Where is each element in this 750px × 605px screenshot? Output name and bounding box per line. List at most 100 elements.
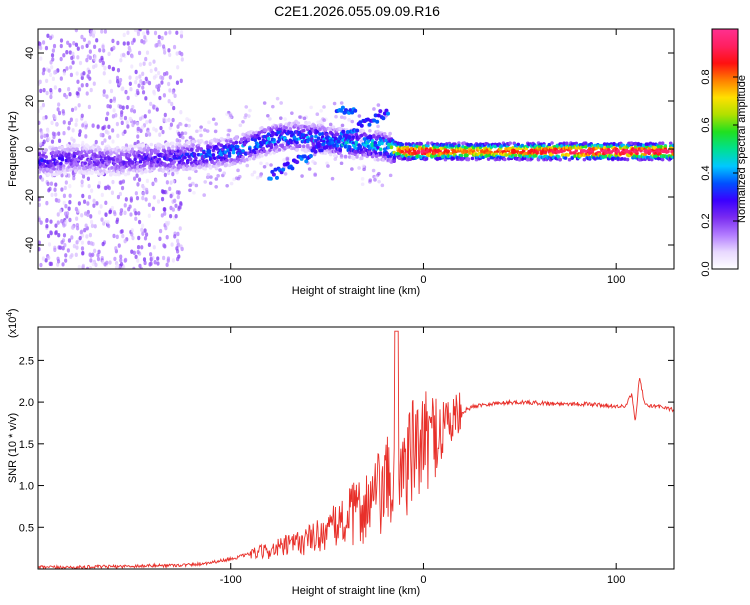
spectrogram-cell (123, 129, 127, 135)
spectrogram-cell (95, 201, 99, 206)
spectrogram-cell (59, 56, 63, 62)
spectrogram-cell (119, 258, 123, 263)
snr-xtick-label: 0 (420, 574, 426, 586)
spectrogram-ridge-cell (358, 144, 363, 149)
spectrogram-cell (109, 98, 113, 104)
spectrogram-ridge-cell (167, 142, 171, 147)
spectrogram-cell (169, 193, 173, 199)
spectrogram-cell (77, 264, 81, 269)
spectrogram-cell (67, 87, 71, 92)
spectrogram-ridge-cell (254, 130, 259, 135)
spectrogram-cell (80, 240, 85, 245)
spectrogram-ridge-cell (63, 147, 67, 152)
spectrogram-cell (315, 112, 320, 116)
spectrogram-cell (50, 53, 55, 58)
spectrogram-cell (152, 195, 156, 200)
spectrogram-cell (87, 40, 91, 45)
spectrogram-cell (75, 71, 79, 76)
spectrogram-ridge-cell (277, 138, 282, 142)
spectrogram-ridge-cell (239, 137, 244, 142)
spectrogram-cell (74, 252, 78, 258)
spectrogram-ridge-cell (216, 161, 221, 166)
spectrogram-cell (350, 119, 355, 124)
spectrogram-branch-cell (367, 122, 372, 127)
spectrogram-cell (141, 223, 145, 228)
spectrogram-cell (42, 139, 46, 144)
spectrogram-ridge-cell (137, 153, 141, 158)
spectrogram-branch-cell (332, 143, 337, 148)
spectrogram-ridge-cell (219, 143, 224, 148)
spectrogram-cell (169, 122, 173, 127)
spectrogram-cell (57, 138, 62, 144)
spectrogram-ridge-cell (408, 143, 413, 147)
spectrogram-ridge-cell (145, 161, 150, 166)
snr-xlabel: Height of straight line (km) (292, 585, 420, 597)
spectrogram-ridge-cell (656, 144, 661, 149)
spectrogram-cell (54, 182, 58, 187)
spectrogram-ridge-cell (253, 138, 258, 142)
spectrogram-cell (62, 193, 67, 199)
spectrogram-ridge-cell (388, 131, 392, 136)
spectrogram-cell (111, 114, 115, 119)
spectrogram-ridge-cell (45, 167, 50, 171)
spectrogram-ridge-cell (79, 169, 83, 174)
spectrogram-cell (109, 88, 114, 94)
spectrogram-ridge-cell (385, 152, 390, 156)
spectrogram-cell (278, 116, 283, 120)
spectrogram-cell (198, 128, 203, 133)
spectrogram-ridge-cell (149, 160, 154, 165)
spectrogram-cell (75, 226, 80, 231)
spectrogram-ridge-cell (671, 148, 674, 153)
spectrogram-ridge-cell (131, 168, 136, 173)
spectrogram-cell (118, 265, 122, 269)
spectrogram-cell (161, 129, 165, 135)
spectrogram-cell (122, 41, 126, 46)
spectrogram-ytick-label: -20 (24, 189, 36, 205)
spectrogram-cell (111, 38, 115, 44)
spectrogram-branch-cell (313, 149, 318, 154)
spectrogram-ridge-cell (470, 156, 475, 161)
spectrogram-cell (92, 81, 96, 86)
spectrogram-cell (57, 110, 62, 116)
spectrogram-ridge-cell (59, 161, 63, 166)
spectrogram-ridge-cell (478, 143, 483, 147)
spectrogram-cell (107, 223, 111, 229)
spectrogram-cell (93, 224, 97, 229)
snr-multiplier-exp: 4 (5, 312, 14, 317)
spectrogram-ridge-cell (233, 158, 237, 163)
spectrogram-cell (93, 44, 97, 50)
spectrogram-cell (162, 243, 166, 248)
spectrogram-cell (131, 104, 135, 110)
spectrogram-cell (302, 116, 307, 121)
spectrogram-cell (159, 228, 163, 234)
spectrogram-cell (154, 128, 158, 133)
spectrogram-cell (120, 185, 125, 191)
spectrogram-cell (361, 164, 366, 168)
spectrogram-cell (119, 77, 123, 83)
spectrogram-ridge-cell (75, 147, 79, 151)
spectrogram-cell (322, 105, 326, 109)
spectrogram-cell (106, 111, 110, 116)
spectrogram-ridge-cell (477, 152, 481, 156)
spectrogram-cell (149, 68, 153, 74)
spectrogram-cell (47, 255, 51, 260)
spectrogram-cell (144, 76, 148, 81)
spectrogram-ridge-cell (199, 138, 204, 143)
spectrogram-cell (118, 81, 122, 86)
spectrogram-ridge-cell (114, 172, 119, 177)
spectrogram-cell (134, 254, 138, 260)
spectrogram-ridge-cell (272, 137, 276, 142)
spectrogram-ridge-cell (318, 132, 322, 136)
spectrogram-cell (298, 115, 302, 119)
spectrogram-cell (132, 266, 136, 269)
spectrogram-ridge-cell (82, 166, 86, 171)
spectrogram-ridge-cell (301, 128, 306, 133)
spectrogram-cell (156, 261, 160, 266)
spectrogram-ridge-cell (516, 142, 521, 147)
snr-ytick-label: 2.0 (19, 397, 34, 409)
spectrogram-ridge-cell (142, 163, 147, 167)
spectrogram-ridge-cell (656, 156, 661, 161)
spectrogram-cell (376, 103, 381, 107)
spectrogram-cell (138, 116, 143, 122)
spectrogram-cell (67, 238, 72, 243)
